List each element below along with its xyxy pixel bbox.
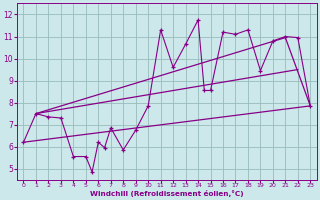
X-axis label: Windchill (Refroidissement éolien,°C): Windchill (Refroidissement éolien,°C): [90, 190, 244, 197]
